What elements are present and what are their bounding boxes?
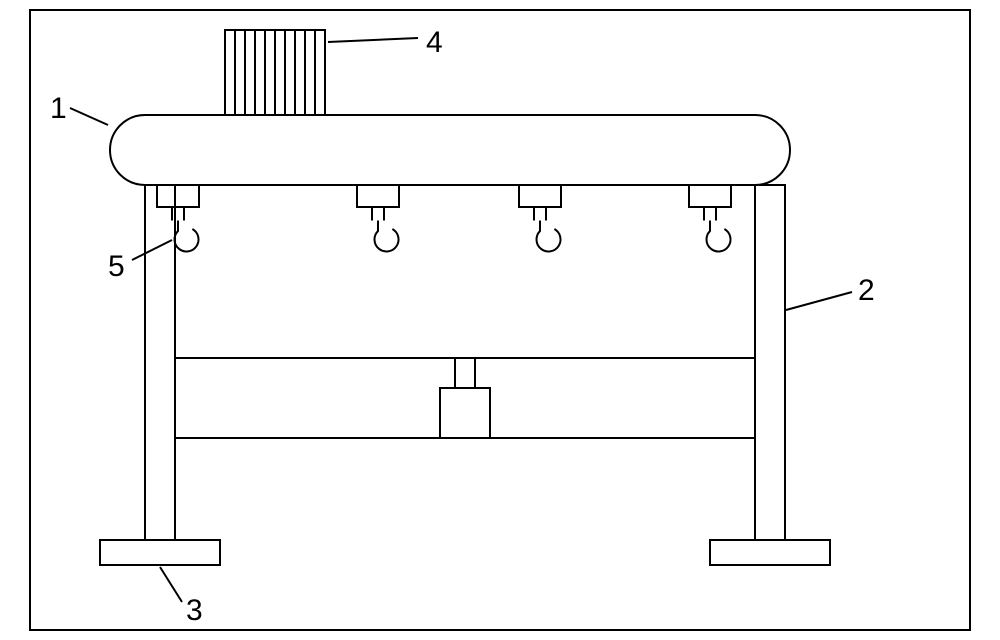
diagram-svg — [0, 0, 1000, 640]
label-3: 3 — [186, 594, 203, 628]
label-4: 4 — [426, 26, 443, 60]
label-5: 5 — [108, 250, 125, 284]
label-1: 1 — [50, 92, 67, 126]
label-2: 2 — [858, 274, 875, 308]
